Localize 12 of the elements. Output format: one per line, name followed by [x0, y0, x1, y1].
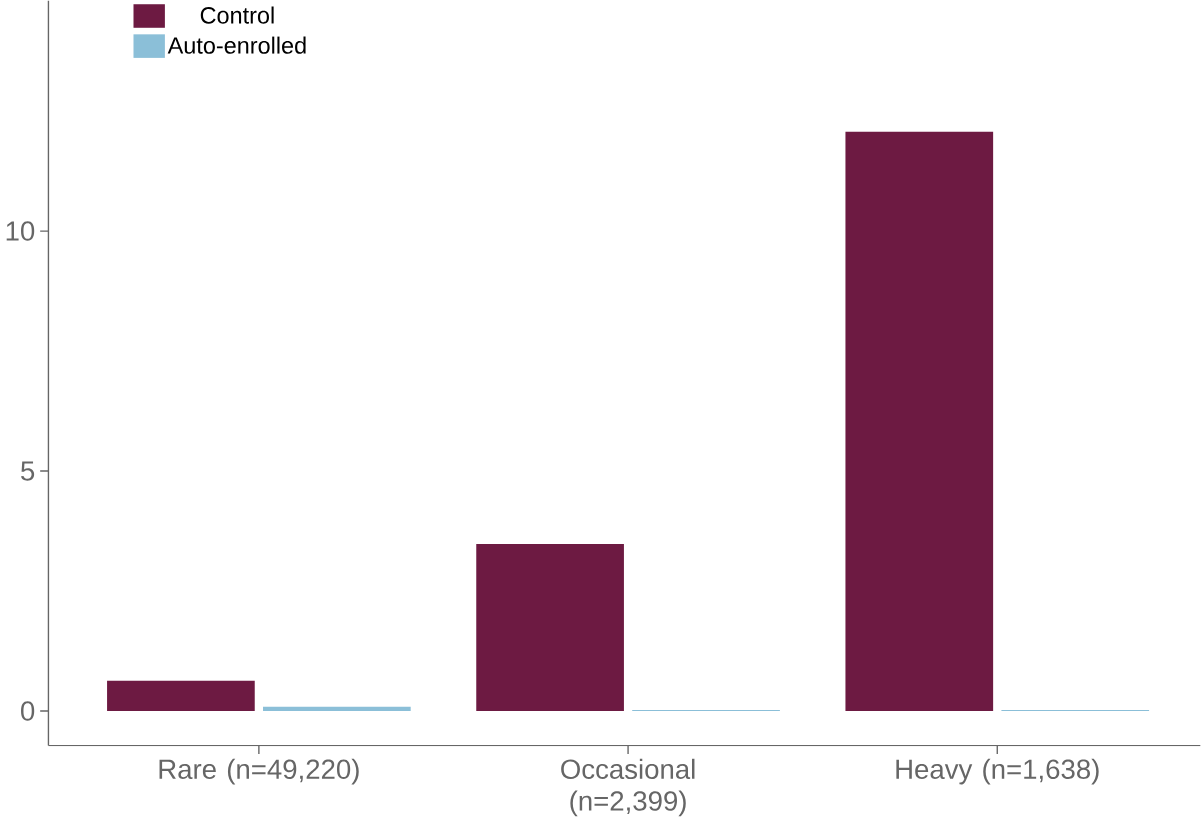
x-tick-label: Occasional (n=2,399)	[561, 758, 695, 817]
x-tick-label: Heavy (n=1,638)	[896, 758, 1099, 785]
bar	[845, 131, 994, 712]
bar	[107, 680, 255, 712]
bar	[263, 706, 411, 712]
y-tick-label: 5	[21, 461, 35, 481]
bar	[476, 544, 624, 712]
y-tick-label: 0	[21, 701, 35, 721]
y-tick-label: 10	[6, 221, 35, 241]
legend-label: Auto-enrolled	[167, 36, 306, 54]
x-tick-label: Rare (n=49,220)	[159, 758, 359, 785]
legend-label: Control	[200, 6, 274, 24]
